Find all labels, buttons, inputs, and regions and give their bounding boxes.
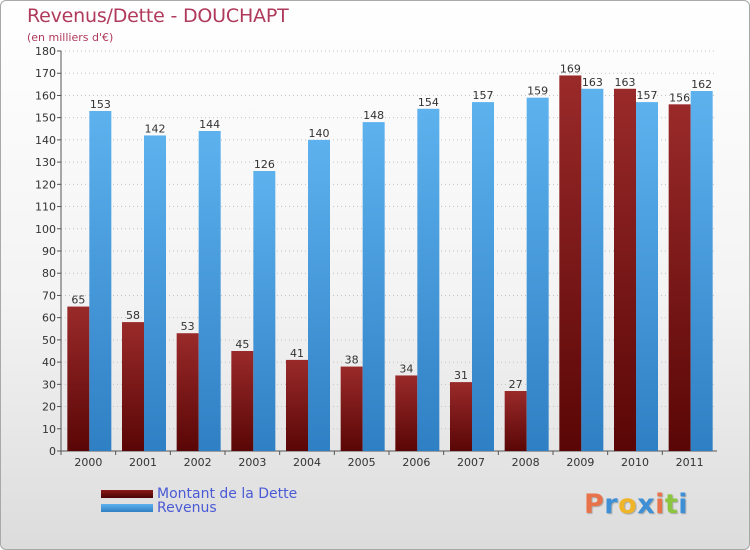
y-tick-label: 120 (35, 178, 56, 191)
data-label: 58 (126, 309, 140, 322)
y-tick-label: 20 (42, 401, 56, 414)
x-tick-label: 2003 (238, 456, 266, 469)
bar-revenus (581, 88, 604, 452)
data-label: 126 (254, 158, 275, 171)
y-tick-label: 110 (35, 201, 56, 214)
bar-dette (286, 359, 308, 451)
y-tick-label: 40 (42, 356, 56, 369)
legend-label-revenus: Revenus (157, 500, 217, 516)
bar-revenus (417, 108, 440, 452)
bar-revenus (89, 111, 112, 451)
data-label: 144 (199, 118, 220, 131)
data-label: 27 (509, 378, 523, 391)
data-label: 31 (454, 369, 468, 382)
data-label: 157 (473, 89, 494, 102)
legend-item-revenus: Revenus (101, 501, 297, 515)
y-tick-label: 0 (49, 445, 56, 458)
bar-revenus (690, 91, 713, 451)
y-tick-label: 30 (42, 378, 56, 391)
y-tick-label: 170 (35, 67, 56, 80)
bar-dette (67, 306, 90, 451)
y-tick-label: 90 (42, 245, 56, 258)
logo-letter: o (618, 489, 638, 520)
x-tick-label: 2007 (457, 456, 485, 469)
logo-letter: x (637, 489, 656, 520)
data-label: 159 (527, 85, 548, 98)
y-tick-label: 100 (35, 223, 56, 236)
x-tick-label: 2002 (184, 456, 212, 469)
x-tick-label: 2000 (74, 456, 102, 469)
bar-dette (122, 322, 144, 451)
bar-revenus (144, 135, 166, 451)
y-tick-label: 70 (42, 289, 56, 302)
x-tick-label: 2008 (512, 456, 540, 469)
data-label: 53 (181, 320, 195, 333)
data-label: 162 (691, 78, 712, 91)
data-label: 34 (399, 362, 413, 375)
y-tick-label: 150 (35, 112, 56, 125)
legend-label-dette: Montant de la Dette (157, 486, 298, 502)
data-label: 65 (71, 294, 85, 307)
data-label: 156 (669, 91, 690, 104)
y-tick-label: 60 (42, 312, 56, 325)
y-tick-label: 180 (35, 45, 56, 58)
bar-revenus (526, 97, 549, 452)
data-label: 154 (418, 96, 439, 109)
bar-dette (450, 382, 472, 451)
bar-revenus (362, 122, 385, 451)
data-label: 140 (309, 127, 330, 140)
bar-dette (559, 75, 582, 451)
logo-letter: r (604, 489, 619, 520)
bar-dette (668, 104, 691, 451)
data-label: 45 (235, 338, 249, 351)
x-tick-label: 2005 (348, 456, 376, 469)
legend-item-dette: Montant de la Dette (101, 487, 297, 501)
data-label: 163 (615, 76, 636, 89)
data-label: 163 (582, 76, 603, 89)
y-tick-label: 160 (35, 89, 56, 102)
x-tick-label: 2001 (129, 456, 157, 469)
x-tick-label: 2010 (621, 456, 649, 469)
chart-subtitle: (en milliers d'€) (27, 31, 114, 44)
bar-dette (614, 88, 636, 452)
data-label: 157 (637, 89, 658, 102)
data-label: 148 (363, 109, 384, 122)
bar-revenus (636, 102, 658, 451)
logo-letter: i (655, 489, 665, 520)
legend-swatch-dette (101, 490, 153, 498)
bar-revenus (198, 131, 221, 451)
bar-revenus (472, 102, 494, 451)
logo-letter: i (678, 489, 689, 520)
y-tick-label: 10 (42, 423, 56, 436)
y-tick-label: 50 (42, 334, 56, 347)
bar-revenus (308, 139, 330, 451)
x-tick-label: 2009 (566, 456, 594, 469)
chart-title: Revenus/Dette - DOUCHAPT (27, 5, 289, 27)
x-tick-label: 2011 (676, 456, 704, 469)
bar-dette (504, 391, 527, 451)
data-label: 169 (560, 62, 581, 75)
bar-dette (395, 375, 418, 451)
proxiti-logo: Proxiti (584, 489, 688, 520)
data-label: 153 (90, 98, 111, 111)
y-tick-label: 80 (42, 267, 56, 280)
y-tick-label: 130 (35, 156, 56, 169)
bar-dette (231, 351, 254, 451)
x-tick-label: 2006 (402, 456, 430, 469)
bar-revenus (253, 171, 276, 451)
x-tick-label: 2004 (293, 456, 321, 469)
legend-swatch-revenus (101, 504, 153, 512)
data-label: 38 (345, 354, 359, 367)
legend: Montant de la Dette Revenus (101, 487, 297, 515)
data-label: 142 (145, 122, 166, 135)
bar-dette (340, 366, 363, 451)
y-tick-label: 140 (35, 134, 56, 147)
logo-letter: t (664, 489, 679, 520)
data-label: 41 (290, 347, 304, 360)
bar-dette (176, 333, 199, 451)
logo-letter: P (584, 489, 605, 520)
